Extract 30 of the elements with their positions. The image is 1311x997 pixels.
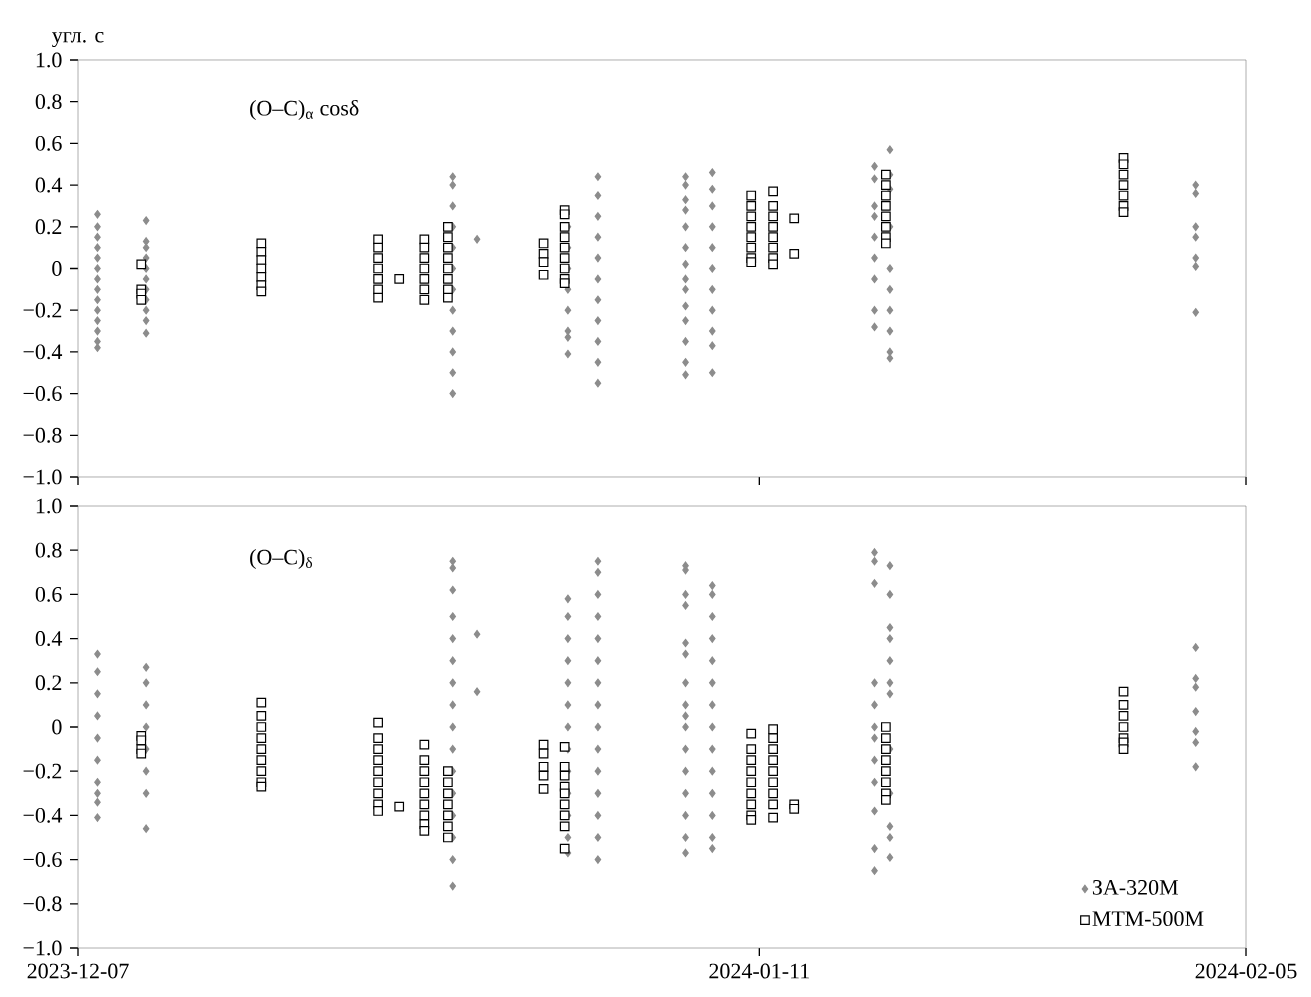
y-tick-label: 0.8	[35, 94, 62, 110]
y-tick-label: −1.0	[23, 940, 62, 956]
y-tick-label: −0.6	[23, 852, 62, 868]
y-tick-label: 0.4	[35, 177, 63, 193]
y-tick-label: 0.8	[35, 542, 62, 558]
legend-label: ЗА-320М	[1092, 879, 1179, 895]
y-tick-label: 1.0	[36, 498, 62, 514]
y-tick-label: −0.4	[23, 807, 63, 823]
annotation: (O–C)$_{δ}$	[250, 549, 312, 570]
y-tick-label: 0.6	[35, 586, 62, 602]
y-tick-label: −0.8	[23, 896, 62, 912]
y-tick-label: −0.8	[23, 427, 62, 443]
x-tick-label: 2024-02-05	[1195, 963, 1297, 979]
y-tick-label: −0.2	[23, 302, 62, 318]
y-tick-label: 0	[52, 719, 62, 735]
y-tick-label: 0.4	[35, 631, 63, 647]
x-tick-label: 2023-12-07	[27, 963, 129, 979]
y-tick-label: 0.2	[35, 219, 62, 235]
y-tick-label: 0.6	[35, 135, 62, 151]
x-tick-label: 2024-01-11	[709, 963, 809, 979]
legend-label: МТМ-500М	[1092, 911, 1204, 927]
y-tick-label: 0	[52, 261, 62, 276]
y-tick-label: 0.2	[35, 675, 62, 691]
y-axis-title: угл. с	[52, 31, 104, 48]
y-tick-label: −1.0	[23, 469, 62, 485]
y-tick-label: −0.2	[23, 763, 62, 779]
annotation: (O–C)$_{α}$ cosδ	[250, 100, 359, 121]
y-tick-label: −0.4	[23, 344, 63, 360]
y-tick-label: −0.6	[23, 386, 62, 402]
y-tick-label: 1.0	[36, 52, 62, 68]
